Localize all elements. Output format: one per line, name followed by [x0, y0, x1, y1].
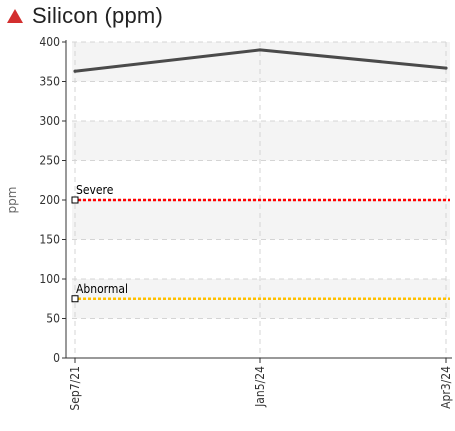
threshold-lines: Severe Abnormal — [71, 183, 450, 303]
y-tick-label: 400 — [39, 35, 60, 49]
data-point — [444, 66, 448, 70]
chart-title: Silicon (ppm) — [32, 3, 163, 28]
x-tick-label: Apr3/24 — [439, 366, 453, 409]
y-axis-label: ppm — [5, 187, 19, 214]
warning-triangle-icon — [7, 9, 23, 23]
threshold-marker — [71, 196, 79, 204]
threshold-marker — [71, 295, 79, 303]
plot-bands — [72, 42, 450, 319]
y-tick-label: 350 — [39, 75, 60, 89]
y-tick-label: 50 — [46, 312, 60, 326]
y-tick-label: 300 — [39, 114, 60, 128]
axes — [62, 40, 452, 363]
plot-band — [72, 121, 450, 161]
x-tick-label: Jan5/24 — [253, 366, 267, 408]
plot-band — [72, 200, 450, 240]
data-point — [258, 48, 262, 52]
x-tick-labels: Sep7/21 Jan5/24 Apr3/24 — [68, 366, 453, 411]
x-tick-label: Sep7/21 — [68, 366, 82, 411]
threshold-label: Severe — [76, 183, 114, 197]
data-series — [73, 48, 448, 73]
y-tick-label: 0 — [53, 351, 60, 365]
data-point — [73, 69, 77, 73]
y-tick-label: 150 — [39, 233, 60, 247]
y-tick-label: 200 — [39, 193, 60, 207]
y-tick-label: 100 — [39, 272, 60, 286]
threshold-label: Abnormal — [76, 282, 128, 296]
y-tick-label: 250 — [39, 154, 60, 168]
y-tick-labels: 0 50 100 150 200 250 300 350 400 — [39, 35, 60, 365]
chart-header: Silicon (ppm) — [6, 2, 163, 30]
